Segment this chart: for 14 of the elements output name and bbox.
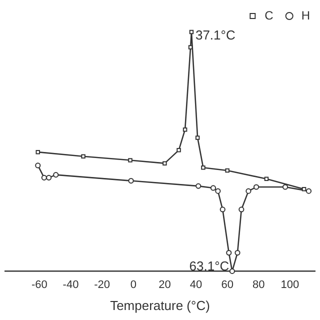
- legend-label: C: [264, 8, 274, 22]
- annotation: 37.1°C: [195, 28, 236, 43]
- annotation: 63.1°C: [189, 258, 230, 274]
- x-tick-label: 0: [130, 278, 136, 291]
- x-tick-label: -60: [31, 278, 48, 291]
- x-tick-label: -20: [94, 278, 110, 291]
- x-tick-label: 20: [158, 278, 171, 291]
- x-tick-label: 100: [280, 278, 300, 291]
- x-tick-label: 80: [252, 278, 265, 291]
- legend-label: H: [301, 8, 310, 22]
- x-axis-title: Temperature (°C): [110, 298, 210, 313]
- x-tick-label: 60: [221, 278, 234, 291]
- x-tick-label: -40: [62, 278, 79, 291]
- x-tick-label: 40: [190, 278, 202, 291]
